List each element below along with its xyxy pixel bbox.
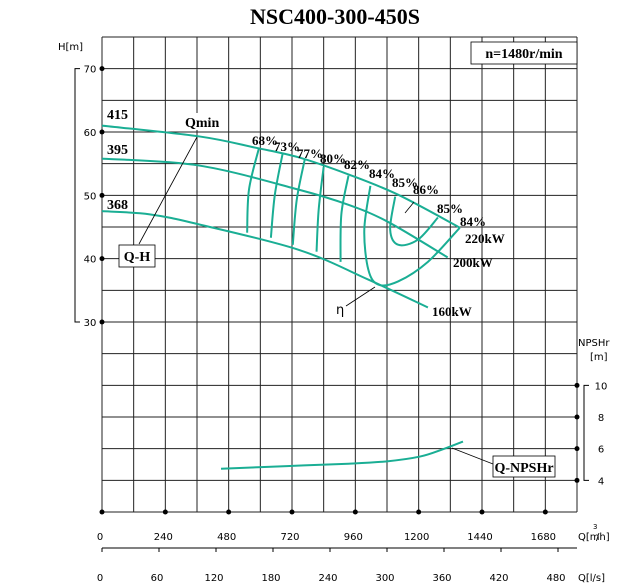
y2-tick-label: 4: [598, 476, 604, 487]
y-tick-label: 60: [84, 128, 97, 139]
y2-tick-label: 6: [598, 445, 604, 456]
y2-tick-label: 10: [595, 381, 608, 392]
efficiency-label: 77%: [297, 146, 323, 161]
qmin-label: Qmin: [185, 116, 219, 131]
y2-axis-bracket: [583, 384, 589, 481]
x-tick-dot: [542, 509, 548, 515]
speed-box-frame: [470, 41, 578, 65]
efficiency-contour: [291, 159, 306, 245]
efficiency-contour: [246, 147, 260, 233]
x2-tick-label: 240: [318, 573, 337, 584]
y-tick-dot: [99, 192, 105, 198]
x2-tick-label: 60: [151, 573, 164, 584]
efficiency-label: 84%: [460, 214, 486, 229]
x2-tick-label: 180: [261, 573, 280, 584]
x-axis-label-sup: 3: [593, 523, 597, 531]
x-axis-label: Q[m 3 /h]: [578, 523, 610, 543]
y2-tick-label: 8: [598, 413, 604, 424]
efficiency-contour: [363, 185, 461, 287]
curves: [101, 124, 464, 470]
y2-tick-dot: [574, 477, 580, 483]
x-tick-label: 0: [97, 532, 103, 543]
efficiency-label: 73%: [274, 139, 300, 154]
eta-leader-line: [345, 286, 376, 307]
qh-label: Q-H: [124, 250, 151, 265]
x2-tick-label: 300: [375, 573, 394, 584]
efficiency-label: 86%: [413, 182, 439, 197]
efficiency-contour: [315, 166, 325, 252]
impeller-diameter-label: 395: [107, 143, 128, 158]
y-tick-label: 30: [84, 318, 97, 329]
efficiency-label: 85%: [392, 175, 418, 190]
x2-axis-label: Q[l/s]: [578, 573, 605, 584]
y-tick-label: 40: [84, 255, 97, 266]
y2-axis-label-2: [m]: [590, 352, 608, 363]
power-label: 160kW: [432, 304, 472, 319]
npshr-label: Q-NPSHr: [494, 461, 553, 476]
impeller-diameter-label: 368: [107, 198, 128, 213]
x-axis-label-end: /h]: [596, 532, 610, 543]
speed-label: n=1480r/min: [485, 47, 562, 62]
npshr-curve: [220, 440, 464, 470]
y-tick-label: 50: [84, 191, 97, 202]
labels: 415220kW395200kW368160kW68%73%77%80%82%8…: [107, 108, 505, 319]
y-tick-dot: [99, 66, 105, 72]
qh-box: [118, 244, 156, 268]
efficiency-label: 80%: [320, 151, 346, 166]
eff86-leader-line: [404, 201, 415, 214]
y-tick-dot: [99, 256, 105, 262]
y-tick-dot: [99, 129, 105, 135]
x-tick-dot: [289, 509, 295, 515]
x-tick-dot: [162, 509, 168, 515]
x-tick-label: 1200: [404, 532, 429, 543]
x-tick-dot: [352, 509, 358, 515]
head-curve-395: [101, 157, 449, 259]
efficiency-label: 84%: [369, 166, 395, 181]
head-curve-415: [101, 124, 461, 229]
y2-tick-dot: [574, 414, 580, 420]
grid: 0 240 480 720 960 1200 1440 1680 0 60 120 180 240 300…: [74, 36, 608, 584]
y-axis-bracket: [74, 68, 80, 323]
x2-tick-label: 420: [489, 573, 508, 584]
x2-tick-label: 360: [432, 573, 451, 584]
y-tick-dot: [99, 319, 105, 325]
x-tick-label: 720: [280, 532, 299, 543]
eta-label: η: [336, 303, 344, 318]
efficiency-contour: [389, 196, 439, 247]
x-axis-label-main: Q[m: [578, 532, 600, 543]
x-tick-label: 480: [217, 532, 236, 543]
efficiency-label: 82%: [344, 157, 370, 172]
efficiency-label: 68%: [252, 133, 278, 148]
efficiency-contour: [269, 152, 284, 238]
speed-box: n=1480r/min: [470, 41, 578, 65]
x2-tick-label: 120: [204, 573, 223, 584]
x-tick-dot: [99, 509, 105, 515]
x-tick-dot: [226, 509, 232, 515]
x-tick-dot: [479, 509, 485, 515]
x2-tick-label: 480: [546, 573, 565, 584]
impeller-diameter-label: 415: [107, 108, 128, 123]
x-tick-label: 1680: [531, 532, 556, 543]
x-tick-label: 1440: [467, 532, 492, 543]
power-label: 220kW: [465, 231, 505, 246]
y2-tick-dot: [574, 446, 580, 452]
qmin-label-bg: [178, 113, 216, 130]
x-tick-label: 960: [344, 532, 363, 543]
efficiency-contour: [339, 175, 350, 262]
npshr-leader-line: [451, 447, 494, 465]
chart-title: NSC400-300-450S: [250, 4, 420, 29]
y-tick-label: 70: [84, 65, 97, 76]
y2-tick-dot: [574, 382, 580, 388]
power-label: 200kW: [453, 255, 493, 270]
x2-tick-label: 0: [97, 573, 103, 584]
y-axis-label: H[m]: [58, 42, 83, 53]
efficiency-label: 85%: [437, 201, 463, 216]
x-tick-dot: [416, 509, 422, 515]
npshr-box: [492, 455, 556, 478]
y2-axis-label-1: NPSHr: [578, 338, 610, 349]
x-tick-label: 240: [154, 532, 173, 543]
qmin-leader-line: [138, 136, 198, 245]
